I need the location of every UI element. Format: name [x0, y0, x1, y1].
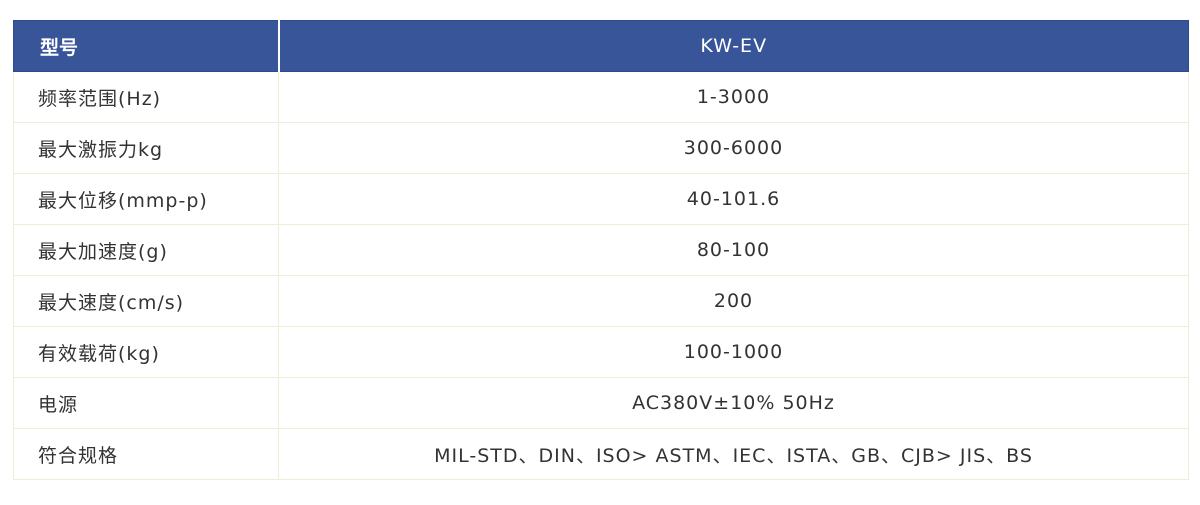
- row-value-standards: MIL-STD、DIN、ISO> ASTM、IEC、ISTA、GB、CJB> J…: [278, 428, 1189, 480]
- row-value-max-velocity: 200: [278, 275, 1189, 327]
- header-model-value: KW-EV: [278, 20, 1189, 72]
- row-value-max-displacement: 40-101.6: [278, 173, 1189, 225]
- header-row: 型号 KW-EV: [13, 20, 1189, 72]
- row-label-max-velocity: 最大速度(cm/s): [13, 275, 279, 327]
- row-value-max-acceleration: 80-100: [278, 224, 1189, 276]
- row-label-power-supply: 电源: [13, 377, 279, 429]
- row-label-max-acceleration: 最大加速度(g): [13, 224, 279, 276]
- table-row: 电源 AC380V±10% 50Hz: [13, 377, 1189, 429]
- table-row: 最大加速度(g) 80-100: [13, 224, 1189, 276]
- row-value-frequency-range: 1-3000: [278, 71, 1189, 123]
- table-row: 符合规格 MIL-STD、DIN、ISO> ASTM、IEC、ISTA、GB、C…: [13, 428, 1189, 480]
- row-value-payload: 100-1000: [278, 326, 1189, 378]
- row-label-max-force: 最大激振力kg: [13, 122, 279, 174]
- table-row: 最大位移(mmp-p) 40-101.6: [13, 173, 1189, 225]
- row-label-payload: 有效载荷(kg): [13, 326, 279, 378]
- header-model-label: 型号: [13, 20, 280, 72]
- row-label-max-displacement: 最大位移(mmp-p): [13, 173, 279, 225]
- row-value-power-supply: AC380V±10% 50Hz: [278, 377, 1189, 429]
- table-row: 最大速度(cm/s) 200: [13, 275, 1189, 327]
- table-row: 有效载荷(kg) 100-1000: [13, 326, 1189, 378]
- table-row: 最大激振力kg 300-6000: [13, 122, 1189, 174]
- row-value-max-force: 300-6000: [278, 122, 1189, 174]
- spec-table: 型号 KW-EV 频率范围(Hz) 1-3000 最大激振力kg 300-600…: [13, 20, 1189, 480]
- row-label-standards: 符合规格: [13, 428, 279, 480]
- table-row: 频率范围(Hz) 1-3000: [13, 71, 1189, 123]
- row-label-frequency-range: 频率范围(Hz): [13, 71, 279, 123]
